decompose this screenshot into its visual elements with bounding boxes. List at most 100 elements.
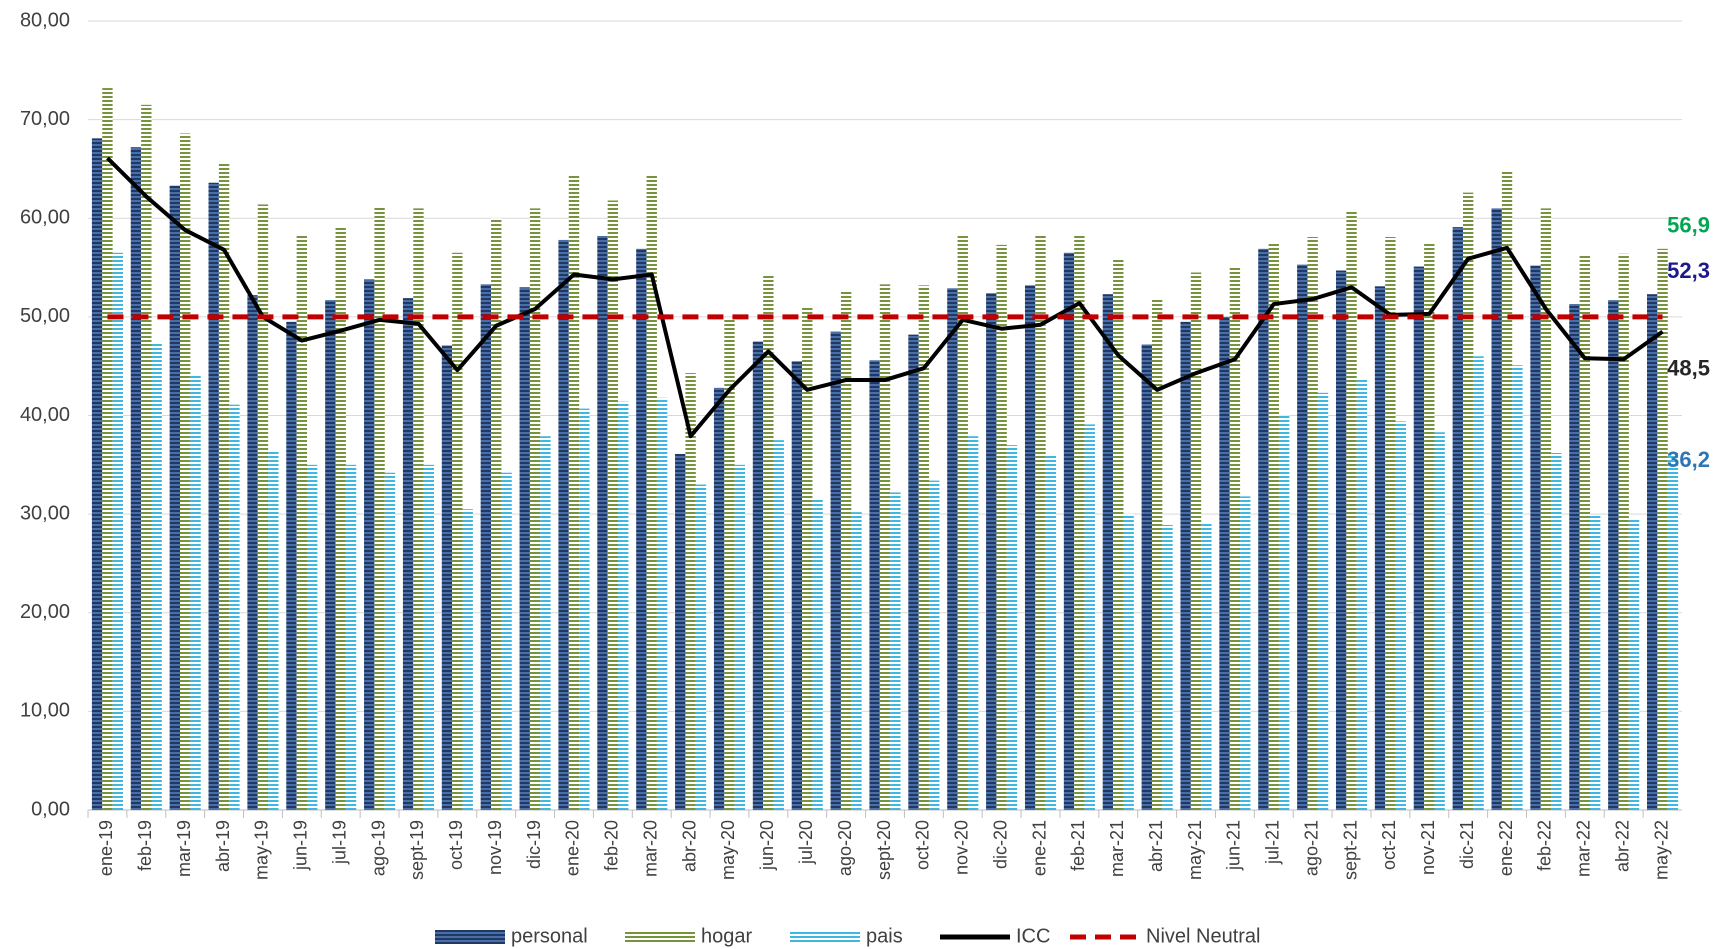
bar <box>1540 208 1552 810</box>
bar <box>908 334 919 810</box>
bar <box>1024 285 1036 810</box>
x-tick-label: dic-19 <box>524 820 544 869</box>
bar <box>1374 286 1386 810</box>
x-tick-label: feb-19 <box>135 820 155 871</box>
bar <box>1278 415 1290 810</box>
bar <box>257 204 269 810</box>
x-tick-label: jul-21 <box>1263 820 1283 865</box>
bar <box>558 239 569 810</box>
bar <box>1413 266 1425 810</box>
data-label: 36,2 <box>1667 447 1710 472</box>
bar <box>656 397 668 810</box>
y-tick-label: 80,00 <box>20 9 70 31</box>
x-tick-label: feb-22 <box>1535 820 1555 871</box>
bar <box>462 509 473 810</box>
bar <box>141 104 152 811</box>
legend-swatch <box>790 930 860 944</box>
y-tick-label: 0,00 <box>31 798 70 820</box>
x-tick-label: feb-20 <box>602 820 622 871</box>
bar <box>307 464 318 810</box>
bar <box>734 464 746 810</box>
bar <box>1608 300 1619 810</box>
bar <box>1618 253 1629 810</box>
line <box>106 156 1664 439</box>
x-tick-label: ene-20 <box>563 820 583 876</box>
x-tick-label: ene-19 <box>96 820 116 876</box>
x-tick-label: jun-21 <box>1224 820 1244 871</box>
bar <box>646 175 657 810</box>
x-tick-label: jun-19 <box>291 820 311 871</box>
bar <box>1395 421 1406 810</box>
bar <box>102 88 113 810</box>
bar <box>491 218 502 810</box>
x-tick-label: may-21 <box>1185 820 1205 880</box>
bar <box>1569 304 1580 810</box>
x-tick-label: oct-20 <box>913 820 933 870</box>
bar <box>996 244 1007 810</box>
bar <box>947 288 958 810</box>
x-tick-label: mar-22 <box>1574 820 1594 877</box>
bar <box>519 287 530 811</box>
bar <box>208 182 219 810</box>
x-tick-label: oct-19 <box>446 820 466 870</box>
bar <box>1589 515 1601 810</box>
legend-swatch <box>435 930 505 944</box>
bar <box>1317 392 1329 810</box>
x-tick-label: abr-22 <box>1612 820 1632 872</box>
bar <box>1335 270 1347 810</box>
bar <box>91 138 103 810</box>
legend-label: Nivel Neutral <box>1146 925 1260 947</box>
bar <box>130 147 142 811</box>
bar <box>325 300 336 810</box>
bar <box>1473 356 1484 810</box>
x-tick-label: may-20 <box>718 820 738 880</box>
bar <box>1035 234 1046 810</box>
bar <box>1512 365 1523 810</box>
bar <box>529 208 541 810</box>
y-tick-label: 20,00 <box>20 601 70 623</box>
bar <box>384 472 396 810</box>
bar <box>1501 171 1513 811</box>
bar <box>1006 445 1018 810</box>
bar <box>190 374 201 810</box>
bar <box>540 436 551 810</box>
bar <box>840 290 852 811</box>
bar <box>1162 524 1173 810</box>
legend-label: personal <box>511 925 588 947</box>
bar <box>1491 208 1502 810</box>
x-tick-label: dic-20 <box>990 820 1010 869</box>
bar <box>1551 452 1562 810</box>
x-tick-label: nov-20 <box>952 820 972 875</box>
bar <box>441 345 453 810</box>
bar <box>1667 452 1679 810</box>
bar <box>1074 236 1085 810</box>
bar <box>1201 523 1212 810</box>
x-tick-label: nov-19 <box>485 820 505 875</box>
bar <box>568 174 580 811</box>
bar <box>695 484 707 810</box>
bar <box>1424 242 1435 810</box>
y-tick-label: 50,00 <box>20 305 70 327</box>
x-tick-label: nov-21 <box>1418 820 1438 875</box>
bar <box>713 387 725 810</box>
bar <box>1063 252 1075 811</box>
bar <box>851 512 862 810</box>
x-tick-label: sept-20 <box>874 820 894 880</box>
y-tick-label: 40,00 <box>20 404 70 426</box>
bar <box>180 133 191 810</box>
x-tick-label: dic-21 <box>1457 820 1477 869</box>
bar <box>1151 298 1163 810</box>
bar <box>1141 344 1152 810</box>
x-tick-label: jul-19 <box>329 820 349 865</box>
bar <box>1434 432 1445 810</box>
bar <box>685 373 696 810</box>
bar <box>1579 255 1590 811</box>
bar <box>1123 514 1134 810</box>
x-tick-label: abr-19 <box>213 820 233 872</box>
x-tick-label: ago-21 <box>1301 820 1321 876</box>
y-tick-label: 60,00 <box>20 207 70 229</box>
bar <box>413 208 424 810</box>
bar <box>986 293 997 811</box>
bar <box>802 307 813 810</box>
bar <box>169 185 181 811</box>
